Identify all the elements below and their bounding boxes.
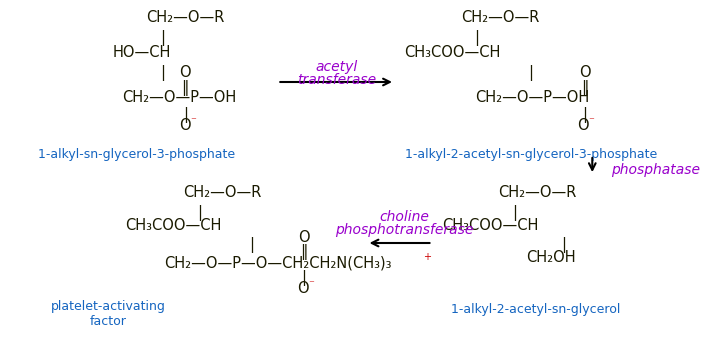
Text: CH₂—O—P—OH: CH₂—O—P—OH [122, 90, 236, 105]
Text: CH₂—O—R: CH₂—O—R [146, 10, 224, 25]
Text: |: | [512, 205, 517, 221]
Text: phosphatase: phosphatase [611, 163, 700, 177]
Text: CH₂OH: CH₂OH [527, 250, 576, 265]
Text: O: O [179, 118, 190, 133]
Text: ⁻: ⁻ [308, 279, 315, 289]
Text: ⁻: ⁻ [589, 116, 594, 126]
Text: CH₂—O—P—OH: CH₂—O—P—OH [475, 90, 589, 105]
Text: phosphotransferase: phosphotransferase [335, 223, 474, 237]
Text: O: O [579, 65, 591, 80]
Text: choline: choline [379, 210, 430, 224]
Text: O: O [297, 281, 309, 296]
Text: O: O [298, 230, 310, 245]
Text: |: | [249, 237, 254, 253]
Text: ‖: ‖ [581, 80, 589, 96]
Text: 1-alkyl-2-acetyl-​sn-glycerol: 1-alkyl-2-acetyl-​sn-glycerol [451, 303, 621, 316]
Text: |: | [528, 65, 532, 81]
Text: O: O [180, 65, 191, 80]
Text: 1-alkyl-​sn-glycerol-3-phosphate: 1-alkyl-​sn-glycerol-3-phosphate [38, 148, 235, 161]
Text: |: | [301, 270, 306, 286]
Text: |: | [160, 65, 165, 81]
Text: |: | [197, 205, 202, 221]
Text: CH₂—O—R: CH₂—O—R [498, 185, 577, 200]
Text: HO—CH: HO—CH [113, 45, 171, 60]
Text: CH₃COO—CH: CH₃COO—CH [404, 45, 501, 60]
Text: CH₃COO—CH: CH₃COO—CH [125, 218, 222, 233]
Text: |: | [160, 30, 165, 46]
Text: transferase: transferase [297, 73, 376, 87]
Text: CH₃COO—CH: CH₃COO—CH [442, 218, 538, 233]
Text: ⁻: ⁻ [190, 116, 196, 126]
Text: |: | [582, 107, 587, 123]
Text: CH₂—O—P—O—CH₂CH₂N(CH₃)₃: CH₂—O—P—O—CH₂CH₂N(CH₃)₃ [165, 255, 392, 270]
Text: CH₂—O—R: CH₂—O—R [461, 10, 539, 25]
Text: +: + [423, 252, 431, 262]
Text: ‖: ‖ [300, 244, 307, 260]
Text: 1-alkyl-2-acetyl-​sn-glycerol-3-phosphate: 1-alkyl-2-acetyl-​sn-glycerol-3-phosphat… [405, 148, 657, 161]
Text: platelet-activating
factor: platelet-activating factor [50, 300, 165, 328]
Text: |: | [562, 237, 567, 253]
Text: O: O [577, 118, 589, 133]
Text: |: | [182, 107, 187, 123]
Text: ‖: ‖ [182, 80, 189, 96]
Text: CH₂—O—R: CH₂—O—R [183, 185, 262, 200]
Text: |: | [474, 30, 479, 46]
Text: acetyl: acetyl [315, 60, 358, 74]
